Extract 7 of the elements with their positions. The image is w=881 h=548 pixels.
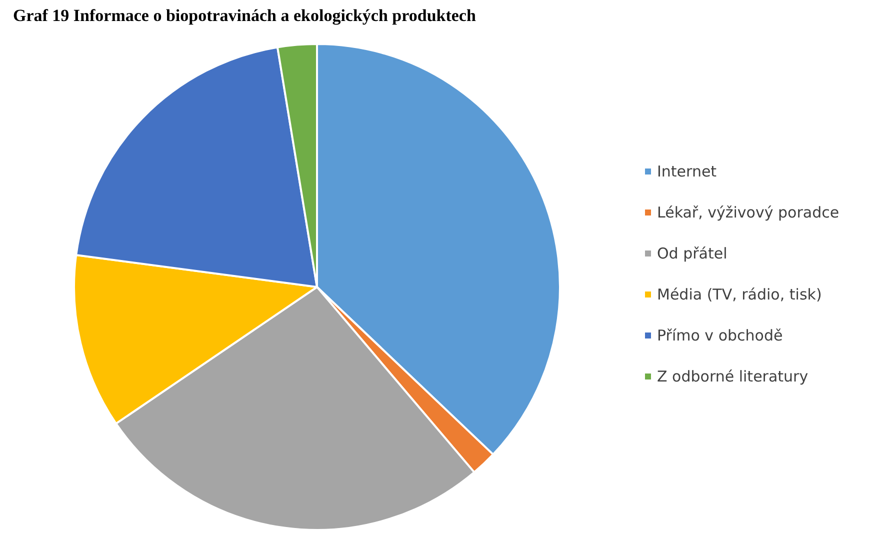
legend-label: Od přátel [657, 244, 728, 262]
legend-label: Z odborné literatury [657, 368, 808, 386]
chart-title: Graf 19 Informace o biopotravinách a ekologických produktech [13, 6, 476, 25]
legend-label: Lékař, výživový poradce [657, 204, 840, 222]
legend-label: Přímo v obchodě [657, 326, 783, 344]
legend-label: Média (TV, rádio, tisk) [657, 286, 822, 304]
legend-label: Internet [657, 162, 717, 180]
